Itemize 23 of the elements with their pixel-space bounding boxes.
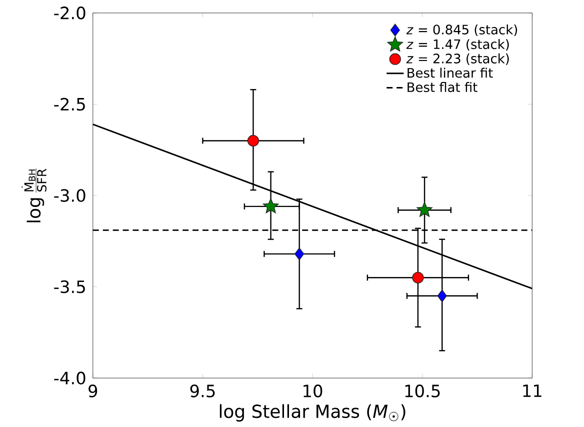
legend-label: Best flat fit: [408, 82, 478, 92]
point: [294, 248, 304, 260]
y-tick-label: -3.5: [54, 280, 85, 294]
legend-label: z = 2.23 (stack): [406, 53, 509, 65]
x-axis-title: log Stellar Mass (M$_{☉}$): [220, 404, 406, 422]
y-tick-label: -4.0: [54, 372, 86, 384]
y-tick-label: -2.5: [54, 98, 85, 111]
x-tick-label: 9: [88, 384, 98, 398]
legend-label: z = 0.845 (stack): [406, 24, 518, 36]
legend-label: Best linear fit: [408, 68, 493, 78]
y-tick-label: -2.0: [54, 6, 86, 20]
point: [262, 198, 279, 214]
point: [247, 134, 260, 147]
x-tick-label: 11: [523, 384, 542, 397]
x-tick-label: 10: [304, 384, 322, 398]
point: [416, 202, 432, 217]
point: [412, 272, 424, 284]
y-axis-title: $\log\frac{\dot{\mathrm{M}}_{\mathrm{BH}}}{\mathrm{SFR}}$: [22, 168, 46, 222]
x-tick-label: 9.5: [190, 384, 215, 398]
y-tick-label: -3.0: [54, 189, 86, 202]
legend-label: z = 1.47 (stack): [406, 39, 509, 51]
point: [437, 290, 447, 302]
x-tick-label: 10.5: [405, 384, 440, 398]
